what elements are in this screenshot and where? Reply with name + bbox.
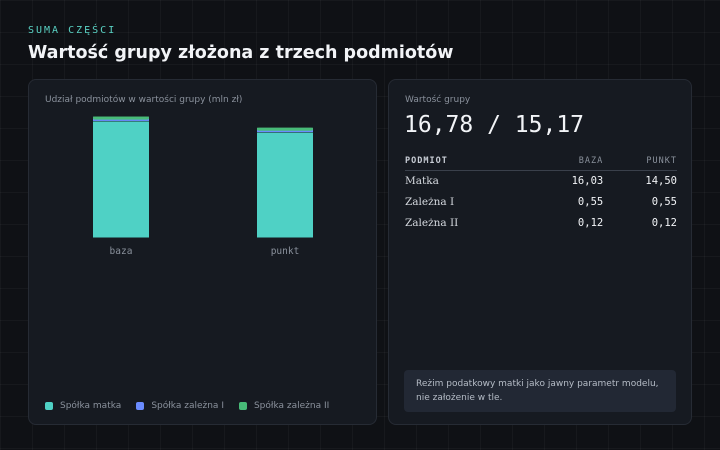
x-tick-label: punkt [271, 246, 300, 257]
cell-entity: Zależna II [405, 217, 459, 229]
chart-title: Udział podmiotów w wartości grupy (mln z… [45, 95, 243, 105]
table-header-row: PODMIOT BAZA PUNKT [405, 153, 677, 171]
legend-label: Spółka zależna II [253, 401, 330, 411]
chart-legend: Spółka matka Spółka zależna I Spółka zal… [45, 401, 329, 411]
table-row: Matka 16,03 14,50 [405, 171, 677, 192]
legend-label: Spółka zależna I [151, 401, 224, 411]
entity-table: PODMIOT BAZA PUNKT Matka 16,03 14,50 Zal… [405, 153, 677, 234]
legend-item-matka: Spółka matka [45, 401, 121, 411]
column-header-point: PUNKT [603, 153, 677, 171]
group-value: 16,78 / 15,17 [404, 112, 585, 138]
bar-segment-baza-1 [93, 121, 149, 238]
legend-item-zalezna-2: Spółka zależna II [238, 401, 330, 411]
cell-base: 0,55 [577, 196, 604, 208]
cell-base: 0,12 [577, 217, 604, 229]
bar-segment-punkt-1 [257, 132, 313, 238]
bar-cap-punkt [257, 127, 313, 131]
table-row: Zależna II 0,12 0,12 [405, 213, 677, 234]
cell-entity: Zależna I [405, 196, 455, 208]
legend-swatch [238, 402, 247, 410]
cell-point: 14,50 [645, 175, 677, 188]
section-eyebrow: SUMA CZĘŚCI [28, 25, 117, 36]
cell-base: 16,03 [571, 175, 604, 188]
table-row: Zależna I 0,55 0,55 [405, 192, 677, 213]
column-header-entity: PODMIOT [405, 153, 530, 171]
legend-swatch [45, 402, 53, 410]
legend-item-zalezna-1: Spółka zależna I [136, 401, 224, 411]
bar-cap-baza [93, 116, 149, 120]
legend-label: Spółka matka [60, 401, 122, 411]
legend-swatch [136, 402, 145, 410]
x-tick-label: baza [110, 246, 133, 257]
page-title: Wartość grupy złożona z trzech podmiotów [28, 43, 454, 63]
chart-card: Udział podmiotów w wartości grupy (mln z… [28, 79, 377, 425]
summary-card: Wartość grupy 16,78 / 15,17 PODMIOT BAZA… [388, 79, 692, 425]
cell-entity: Matka [405, 175, 439, 188]
column-header-base: BAZA [529, 153, 604, 171]
group-value-label: Wartość grupy [405, 95, 471, 105]
cell-point: 0,12 [651, 217, 677, 229]
model-note: Reżim podatkowy matki jako jawny paramet… [404, 370, 676, 412]
cell-point: 0,55 [651, 196, 677, 208]
stacked-bar-chart: baza punkt [93, 116, 313, 257]
